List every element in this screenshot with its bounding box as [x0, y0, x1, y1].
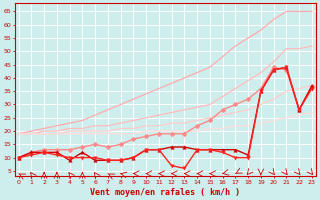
X-axis label: Vent moyen/en rafales ( km/h ): Vent moyen/en rafales ( km/h )	[90, 188, 240, 197]
